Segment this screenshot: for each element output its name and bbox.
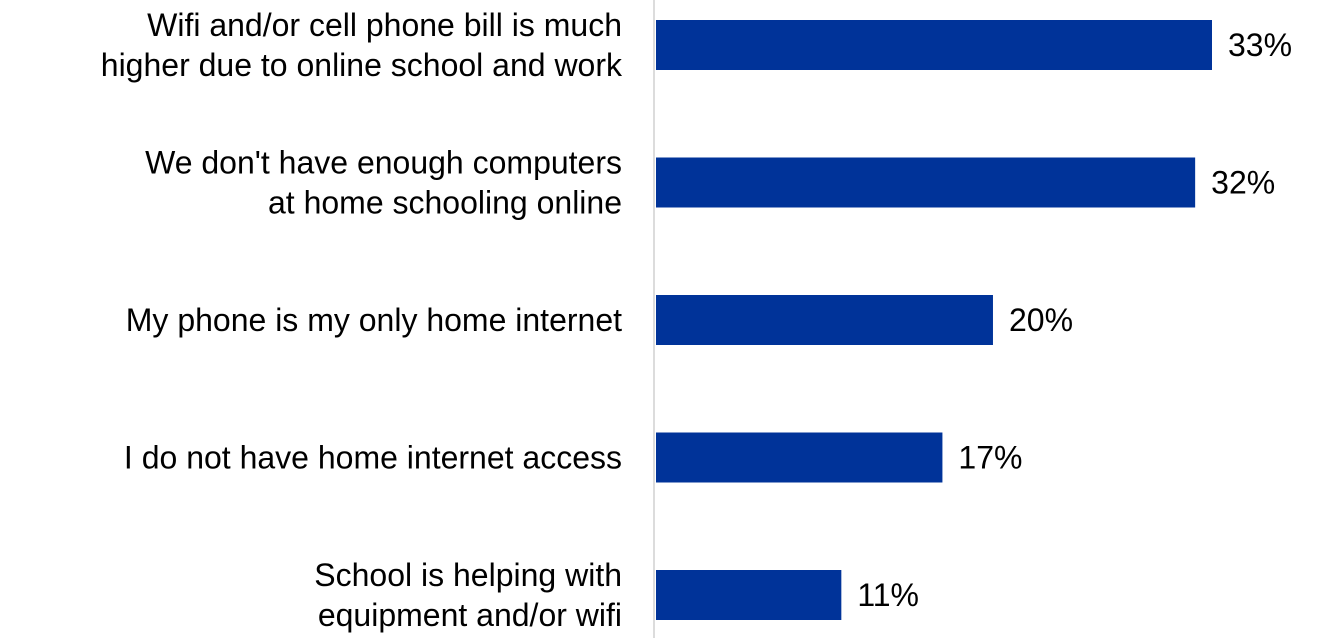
category-labels: Wifi and/or cell phone bill is much highe… xyxy=(101,7,623,633)
category-label: We don't have enough computers at home sc… xyxy=(145,145,622,221)
value-label: 20% xyxy=(1009,302,1073,338)
category-label-line: at home schooling online xyxy=(268,185,622,221)
bars xyxy=(656,20,1212,620)
bar xyxy=(656,20,1212,70)
value-labels: 33% 32% 20% 17% 11% xyxy=(857,27,1292,613)
category-label-line: equipment and/or wifi xyxy=(318,597,622,633)
category-label: I do not have home internet access xyxy=(124,440,622,476)
category-label-line: School is helping with xyxy=(314,557,622,593)
bar xyxy=(656,570,842,620)
bar xyxy=(656,157,1196,208)
bar xyxy=(656,432,943,483)
value-label: 32% xyxy=(1211,165,1275,201)
value-label: 11% xyxy=(857,577,919,613)
value-label: 17% xyxy=(958,440,1022,476)
category-label-line: higher due to online school and work xyxy=(101,47,623,83)
category-label: My phone is my only home internet xyxy=(126,302,622,338)
category-label: School is helping with equipment and/or w… xyxy=(314,557,622,633)
category-label-line: We don't have enough computers xyxy=(145,145,622,181)
bar xyxy=(656,295,993,345)
category-label-line: My phone is my only home internet xyxy=(126,302,622,338)
category-label-line: I do not have home internet access xyxy=(124,440,622,476)
category-label-line: Wifi and/or cell phone bill is much xyxy=(147,7,622,43)
category-label: Wifi and/or cell phone bill is much highe… xyxy=(101,7,623,83)
value-label: 33% xyxy=(1228,27,1292,63)
